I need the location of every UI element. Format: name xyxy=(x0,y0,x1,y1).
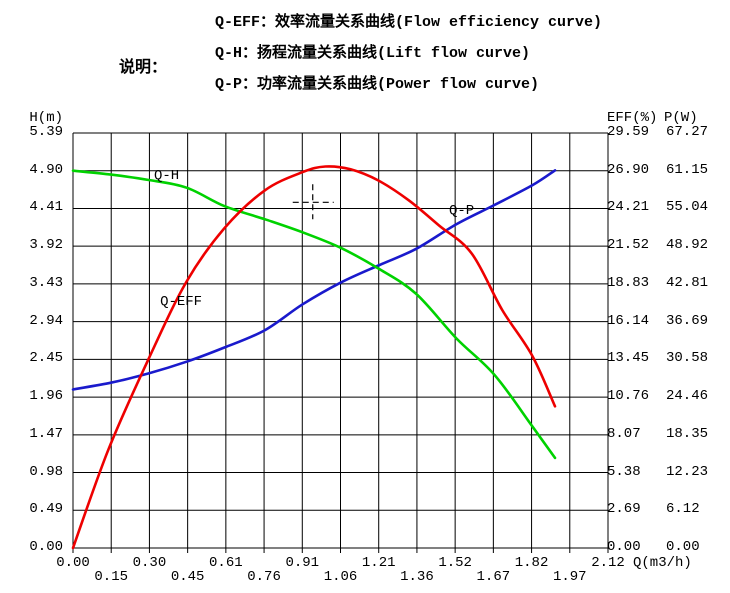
curve-q-eff xyxy=(71,165,557,550)
y-right-eff-axis-title: EFF(%) xyxy=(607,110,658,126)
y-right-p-axis-title: P(W) xyxy=(664,110,698,126)
legend: Q-EFF：效率流量关系曲线(Flow efficiency curve) Q-… xyxy=(215,14,602,107)
legend-line-q-h: Q-H：扬程流量关系曲线(Lift flow curve) xyxy=(215,45,531,62)
legend-line-q-p: Q-P：功率流量关系曲线(Power flow curve) xyxy=(215,76,540,93)
curve-label-q-p: Q-P xyxy=(449,202,475,219)
curve-q-p xyxy=(71,169,557,391)
curve-q-h xyxy=(71,169,557,460)
legend-line-q-eff: Q-EFF：效率流量关系曲线(Flow efficiency curve) xyxy=(215,14,603,31)
x-axis-title: Q(m3/h) xyxy=(633,555,692,571)
curve-label-q-eff: Q-EFF xyxy=(160,293,203,310)
curve-label-q-h: Q-H xyxy=(154,167,180,184)
note-label: 说明： xyxy=(119,59,168,77)
y-left-axis-title: H(m) xyxy=(29,110,63,126)
